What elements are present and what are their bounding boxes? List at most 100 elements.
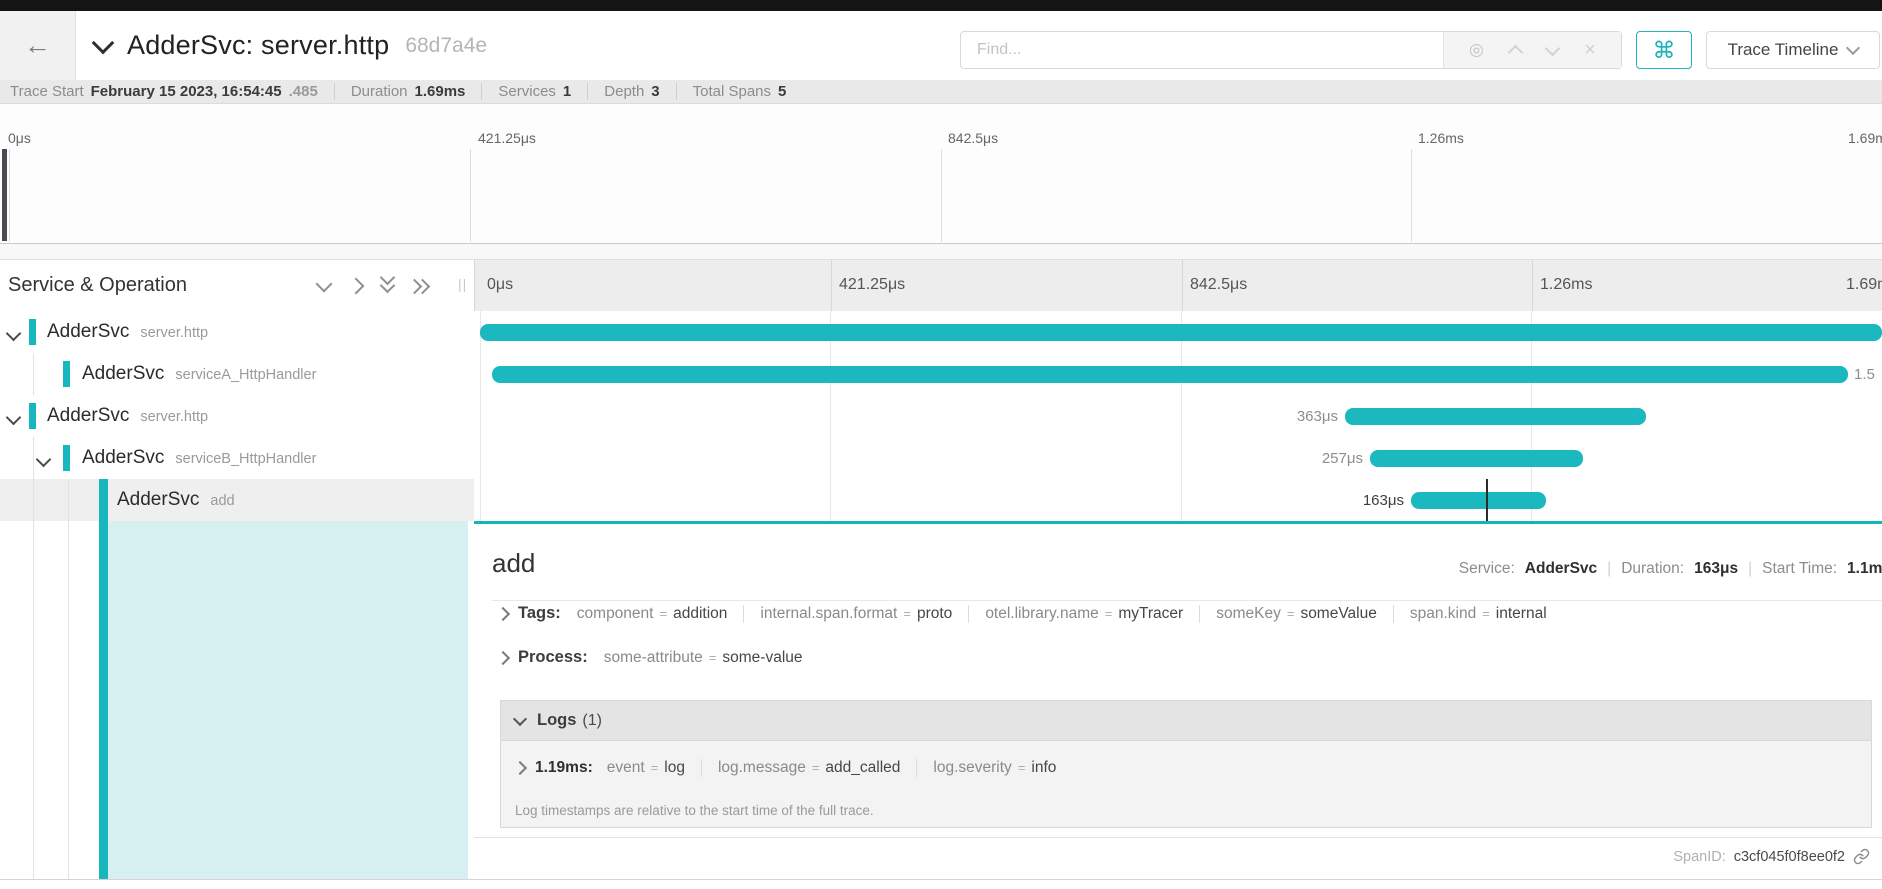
process-row[interactable]: Process: some-attribute = some-value [495,648,803,667]
row-gridline [830,311,831,521]
detail-footer-divider [474,837,1882,838]
span-color-bar [29,403,36,429]
tree-guide-line [68,479,69,521]
header-gridline [1532,260,1533,312]
tree-guide-line [33,479,34,521]
tree-guide-line [68,521,69,879]
selected-span-subtree-highlight[interactable] [108,521,468,879]
tag-item: internal.span.format = proto [743,604,952,623]
minimap-drag-handle[interactable] [2,149,7,241]
logs-count: (1) [582,711,602,729]
find-input[interactable] [961,32,1443,68]
prev-match-icon[interactable] [1507,44,1524,61]
trace-id: 68d7a4e [405,33,488,57]
expand-one-icon[interactable] [347,277,365,295]
log-timestamp: 1.19ms: [535,759,593,776]
collapse-chevron-icon[interactable] [91,31,115,54]
trace-minimap[interactable]: 0μs 421.25μs 842.5μs 1.26ms 1.69ms [0,104,1882,335]
minimap-tick: 842.5μs [948,130,999,146]
minimap-gridline [1411,149,1412,242]
keyboard-shortcuts-button[interactable]: ⌘ [1636,31,1692,69]
next-match-icon[interactable] [1544,40,1561,56]
row-collapse-icon[interactable] [35,451,52,468]
tag-item: otel.library.name = myTracer [968,604,1183,623]
logs-header[interactable]: Logs (1) [501,701,1871,741]
detail-panel-divider [474,521,1882,524]
log-field: event = log [606,759,685,776]
meta-services: Services 1 [481,83,587,100]
back-button[interactable]: ← [0,11,76,80]
span-detail-title: add [492,548,536,578]
span-overview-info: Service: AdderSvc | Duration: 163μs | Star… [1459,560,1882,578]
span-duration-label: 163μs [1362,492,1404,509]
tag-item: some-attribute = some-value [603,648,803,666]
tag-item: someKey = someValue [1199,604,1377,623]
find-controls: ◎ × [1443,32,1621,68]
trace-header: ← AdderSvc: server.http 68d7a4e ◎ × ⌘ Tr… [0,11,1882,81]
collapse-all-icon[interactable] [379,269,396,293]
minimap-tick: 0μs [8,130,31,146]
header-gridline [831,260,832,312]
span-row-server-http-2[interactable]: AdderSvc server.http 363μs [0,395,1882,437]
span-row-server-http-root[interactable]: AdderSvc server.http [0,311,1882,353]
tree-guide-line [33,521,34,879]
timeline-tick: 1.26ms [1540,276,1593,293]
selected-span-guide-bar[interactable] [99,479,108,879]
view-selector-button[interactable]: Trace Timeline [1706,31,1880,69]
duration-label: Duration: [1621,560,1685,577]
span-bar[interactable] [492,366,1848,383]
minimap-gridline [470,149,471,242]
column-resize-handle[interactable]: || [458,276,468,292]
expand-all-icon[interactable] [406,278,431,294]
tag-item: span.kind = internal [1392,604,1547,623]
span-bar[interactable] [1370,450,1583,467]
view-selector-label: Trace Timeline [1727,40,1839,59]
row-gridline [1181,311,1182,521]
log-entry[interactable]: 1.19ms: event = log log.message = add_called… [512,759,1056,777]
tags-row[interactable]: Tags: component = addition internal.span.f… [495,604,1547,623]
minimap-gridline [941,149,942,242]
timeline-tick: 421.25μs [839,276,906,293]
minimap-gap [0,244,1882,259]
span-duration-label: 1.5 [1854,366,1875,383]
span-id-row: SpanID: c3cf045f0f8ee0f2 [1673,848,1870,865]
minimap-gridline [9,149,10,242]
link-icon[interactable] [1853,848,1870,865]
logs-note: Log timestamps are relative to the start… [515,803,874,818]
meta-trace-start: Trace Start February 15 2023, 16:54:45.4… [10,83,318,100]
span-duration-label: 363μs [1296,408,1338,425]
span-id-label: SpanID: [1673,848,1726,865]
service-operation-title: Service & Operation [8,274,187,296]
timeline-ticks-header: 0μs 421.25μs 842.5μs 1.26ms 1.69ms [474,260,1882,312]
span-row-add-selected[interactable]: AdderSvc add 163μs [0,479,1882,521]
service-value: AdderSvc [1524,560,1598,577]
trace-title: AdderSvc: server.http [127,30,390,60]
chevron-right-icon [495,606,511,621]
span-bar[interactable] [480,324,1882,341]
span-row-serviceB[interactable]: AdderSvc serviceB_HttpHandler 257μs [0,437,1882,479]
clear-search-icon[interactable]: × [1584,39,1596,61]
locate-icon[interactable]: ◎ [1469,40,1484,59]
span-operation: serviceA_HttpHandler [175,367,317,383]
log-field: log.message = add_called [700,759,900,777]
span-color-bar [29,319,36,345]
minimap-tick: 1.69ms [1848,130,1882,146]
span-bar[interactable] [1411,492,1546,509]
span-operation: server.http [140,409,209,425]
timeline-header: Service & Operation || 0μs 421.25μs 842.… [0,259,1882,313]
collapse-one-icon[interactable] [315,275,333,293]
trace-title-group: AdderSvc: server.http 68d7a4e [91,11,488,80]
row-gridline [480,311,481,521]
timeline-tick: 1.69ms [1846,276,1882,293]
span-duration-label: 257μs [1321,450,1363,467]
chevron-down-icon [512,711,528,727]
span-rows: AdderSvc server.http AdderSvc serviceA_Htt… [0,311,1882,521]
chevron-down-icon [1846,40,1861,56]
span-row-serviceA[interactable]: AdderSvc serviceA_HttpHandler 1.5 [0,353,1882,395]
span-bar[interactable] [1345,408,1646,425]
find-group: ◎ × [960,31,1622,69]
row-collapse-icon[interactable] [5,409,22,426]
meta-duration: Duration 1.69ms [333,83,482,100]
row-collapse-icon[interactable] [5,325,22,342]
process-label: Process: [518,648,588,666]
